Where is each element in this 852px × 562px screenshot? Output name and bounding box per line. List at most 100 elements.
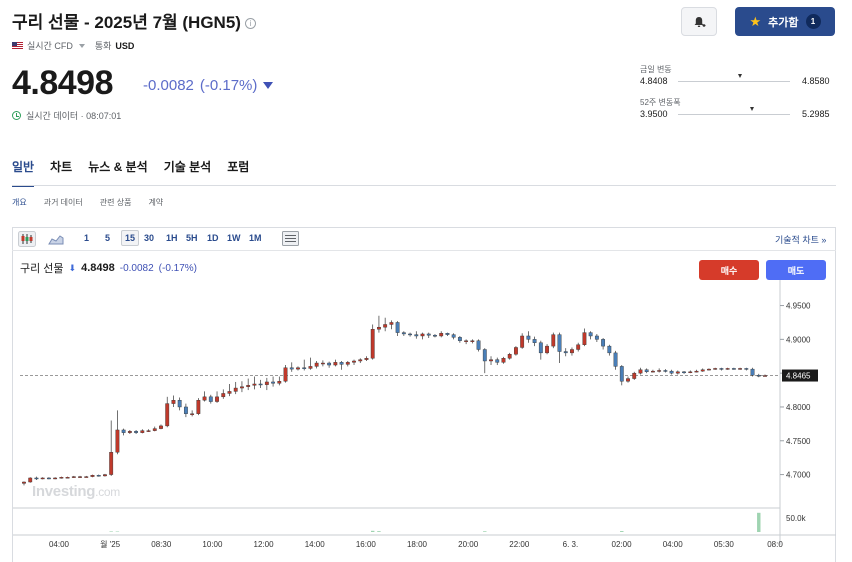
cfd-label[interactable]: 실시간 CFD — [27, 41, 73, 51]
subtab-related[interactable]: 관련 상품 — [99, 198, 132, 207]
alert-button[interactable] — [681, 7, 717, 36]
y-tick-label: 4.9500 — [786, 302, 811, 311]
candle-body — [96, 475, 101, 477]
candle-body — [258, 383, 263, 386]
candle-body — [420, 333, 425, 337]
interval-1m[interactable]: 1 — [84, 233, 90, 243]
candle-body — [644, 369, 649, 373]
technical-chart-link[interactable]: 기술적 차트 » — [775, 235, 827, 245]
interval-30m[interactable]: 30 — [144, 233, 155, 243]
candle-body — [221, 393, 226, 398]
day-range-marker — [737, 74, 742, 78]
week52-range-high: 5.2985 — [802, 109, 830, 119]
tab-chart[interactable]: 차트 — [50, 160, 73, 174]
candle-body — [134, 431, 138, 433]
volume-bar — [620, 531, 624, 532]
bell-plus-icon — [694, 16, 706, 27]
candle-body — [46, 477, 51, 480]
sell-button[interactable]: 매도 — [766, 260, 826, 280]
interval-1h[interactable]: 1H — [166, 233, 178, 243]
chart-toolbar — [12, 227, 836, 251]
candle-body — [408, 333, 412, 336]
interval-15m[interactable]: 15 — [121, 230, 140, 246]
info-icon[interactable]: i — [244, 18, 256, 29]
x-tick-label: 6. 3. — [563, 540, 579, 549]
candle-body — [607, 345, 612, 354]
candle-body — [370, 329, 375, 359]
candle-body — [426, 333, 431, 336]
y-tick-label: 4.9000 — [786, 335, 811, 344]
candle-body — [159, 425, 163, 429]
candle-body — [146, 430, 151, 432]
candle-body — [532, 339, 537, 343]
candle-body — [90, 475, 95, 477]
candle-body — [327, 362, 332, 366]
x-tick-label: 20:00 — [458, 540, 479, 549]
interval-1w[interactable]: 1W — [227, 233, 241, 243]
watermark-brand: Investing — [32, 483, 96, 500]
candle-body — [713, 368, 718, 370]
candle-body — [152, 428, 157, 431]
candle-body — [28, 477, 33, 483]
subtab-summary[interactable]: 개요 — [12, 198, 27, 207]
candle-body — [320, 362, 325, 365]
tab-forum[interactable]: 포럼 — [227, 160, 250, 174]
candle-body — [215, 396, 219, 402]
candle-body — [115, 429, 120, 453]
subtab-history[interactable]: 과거 데이터 — [43, 198, 83, 207]
day-range-label: 금일 변동 — [640, 65, 672, 74]
watermark-suffix: .com — [95, 485, 120, 499]
down-arrow-icon: ⬇ — [68, 262, 77, 273]
candle-body — [389, 322, 394, 325]
volume-bar — [109, 531, 113, 532]
interval-1d[interactable]: 1D — [207, 233, 219, 243]
tab-technical[interactable]: 기술 분석 — [163, 160, 212, 174]
candle-body — [750, 368, 755, 376]
area-chart-icon[interactable] — [48, 233, 64, 245]
x-tick-label: 18:00 — [407, 540, 428, 549]
candle-body — [501, 358, 506, 363]
interval-5h[interactable]: 5H — [186, 233, 198, 243]
x-tick-label: 08:30 — [151, 540, 172, 549]
candlestick-icon[interactable] — [18, 231, 36, 247]
candle-body — [264, 381, 269, 385]
x-tick-label: 05:30 — [714, 540, 735, 549]
interval-5m[interactable]: 5 — [105, 233, 111, 243]
down-arrow-icon — [263, 82, 274, 89]
buy-button[interactable]: 매수 — [699, 260, 759, 280]
chevron-down-icon[interactable] — [78, 43, 85, 48]
candle-body — [476, 340, 481, 350]
candle-body — [177, 400, 182, 408]
week52-range-bar — [678, 114, 790, 115]
candle-body — [557, 334, 562, 352]
tab-news[interactable]: 뉴스 & 분석 — [88, 160, 148, 174]
candle-body — [619, 366, 624, 382]
candle-body — [34, 477, 39, 480]
candle-body — [688, 371, 693, 374]
chart-price: 4.8498 — [81, 262, 115, 274]
add-label: 추가함 — [768, 16, 799, 29]
table-view-icon[interactable] — [282, 231, 299, 246]
candle-body — [40, 477, 45, 480]
candle-body — [651, 370, 655, 373]
page-title-text: 구리 선물 - 2025년 7월 (HGN5) — [12, 13, 241, 32]
candle-body — [252, 383, 257, 386]
current-price-tag — [782, 369, 818, 382]
tab-overview[interactable]: 일반 — [12, 158, 35, 187]
candle-body — [451, 334, 456, 338]
volume-bar — [370, 530, 375, 532]
watchlist-add-button[interactable]: ★ 추가함 1 — [735, 7, 835, 36]
candle-body — [707, 368, 711, 371]
chart-change: -0.0082 — [119, 262, 154, 274]
candle-body — [638, 369, 643, 374]
candle-body — [202, 396, 207, 401]
current-price-label: 4.8465 — [786, 372, 811, 381]
candle-body — [121, 429, 126, 433]
interval-1mo[interactable]: 1M — [249, 233, 262, 243]
candle-body — [570, 349, 574, 354]
subtab-contract[interactable]: 계약 — [148, 198, 164, 207]
y-tick-label: 4.8000 — [786, 403, 811, 412]
candle-body — [22, 481, 26, 484]
realtime-text: 실시간 데이터 · 08:07:01 — [26, 111, 122, 121]
